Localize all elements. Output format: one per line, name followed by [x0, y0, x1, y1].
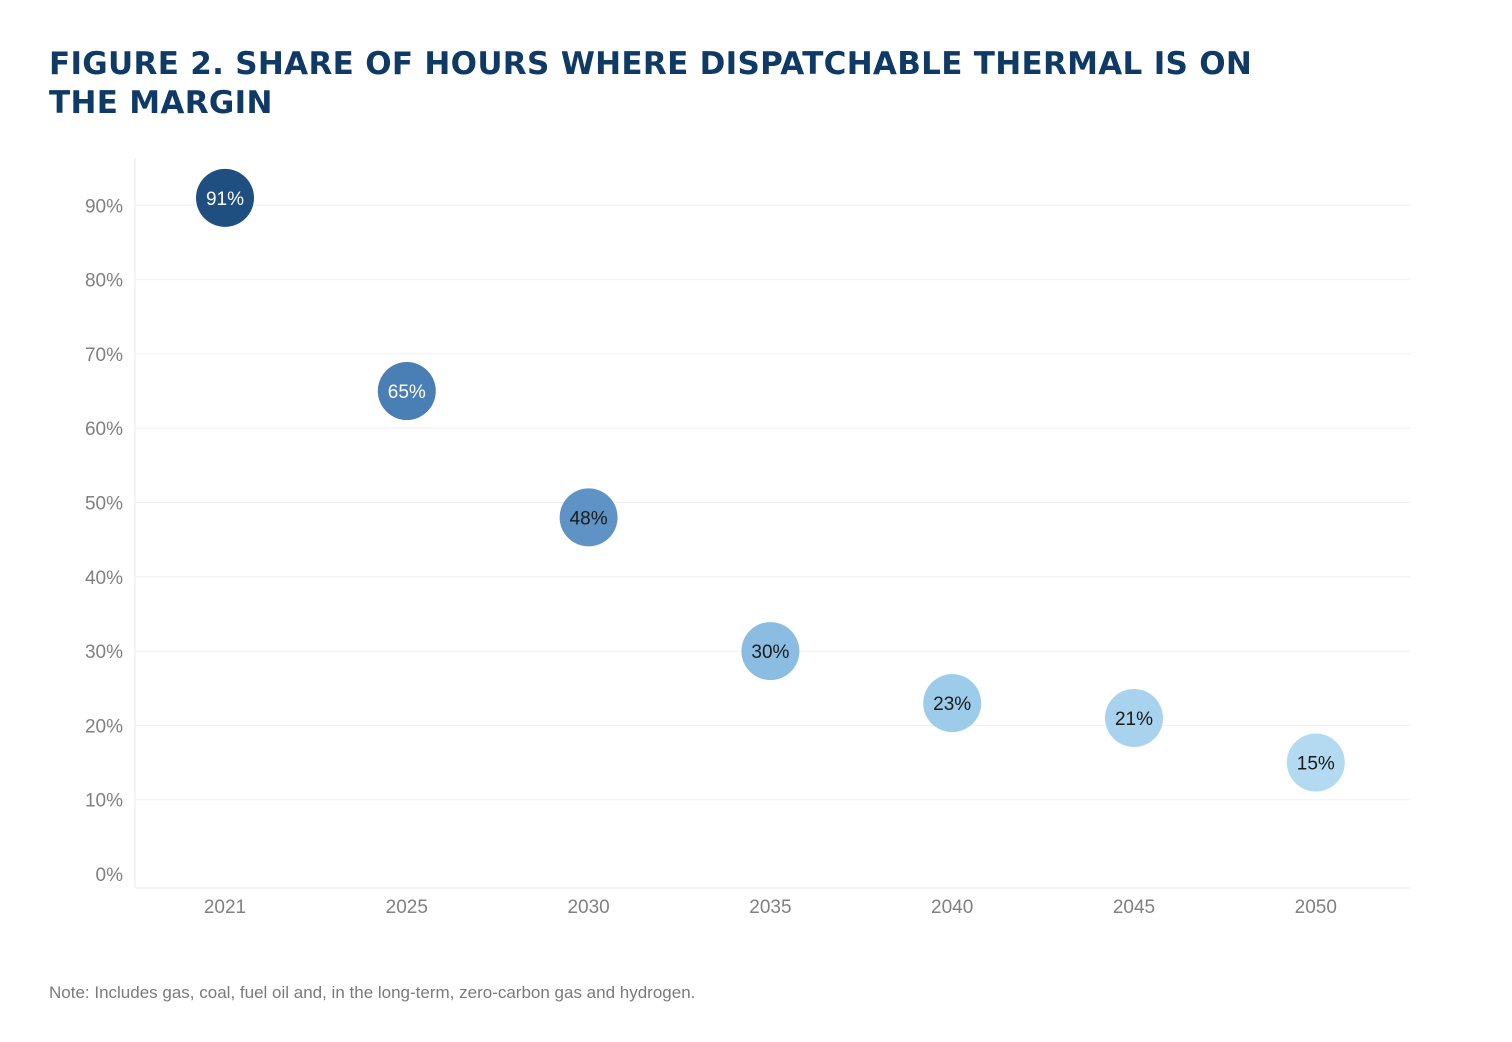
chart-title: FIGURE 2. SHARE OF HOURS WHERE DISPATCHA…	[49, 46, 1253, 121]
data-label-2045: 21%	[1115, 709, 1153, 730]
x-tick-label: 2045	[1113, 897, 1155, 918]
x-tick-label: 2035	[749, 897, 791, 918]
data-point-2050	[1286, 733, 1345, 792]
chart-note: Note: Includes gas, coal, fuel oil and, …	[49, 983, 696, 1002]
x-tick-label: 2040	[931, 897, 973, 918]
gridlines	[135, 204, 1410, 801]
y-tick-label: 80%	[85, 271, 123, 292]
x-tick-label: 2030	[567, 897, 609, 918]
data-label-2030: 48%	[570, 508, 608, 529]
data-label-2021: 91%	[206, 189, 244, 210]
x-tick-label: 2050	[1295, 897, 1337, 918]
data-label-2035: 30%	[751, 642, 789, 663]
data-label-2050: 15%	[1297, 754, 1335, 775]
y-tick-labels: 0% 10% 20% 30% 40% 50% 60% 70% 80% 90%	[85, 196, 123, 886]
x-tick-label: 2021	[204, 897, 246, 918]
y-tick-label: 50%	[85, 494, 123, 515]
y-tick-label: 90%	[85, 196, 123, 217]
data-points: 91% 65% 48% 30% 23% 21% 15%	[196, 168, 1345, 792]
data-point-2030	[559, 488, 618, 547]
y-tick-label: 40%	[85, 568, 123, 589]
x-tick-labels: 2021 2025 2030 2035 2040 2045 2050	[204, 897, 1337, 918]
y-tick-label: 0%	[96, 865, 124, 886]
y-tick-label: 20%	[85, 716, 123, 737]
data-point-2045	[1105, 688, 1163, 747]
data-point-2040	[923, 674, 982, 733]
data-label-2025: 65%	[388, 382, 426, 403]
x-tick-label: 2025	[386, 897, 428, 918]
y-tick-label: 70%	[85, 345, 123, 366]
y-tick-label: 10%	[85, 791, 123, 812]
data-point-2021	[196, 168, 254, 227]
data-point-2035	[741, 622, 800, 681]
y-tick-label: 30%	[85, 642, 123, 663]
data-point-2025	[377, 362, 436, 421]
data-label-2040: 23%	[933, 694, 971, 715]
y-tick-label: 60%	[85, 419, 123, 440]
